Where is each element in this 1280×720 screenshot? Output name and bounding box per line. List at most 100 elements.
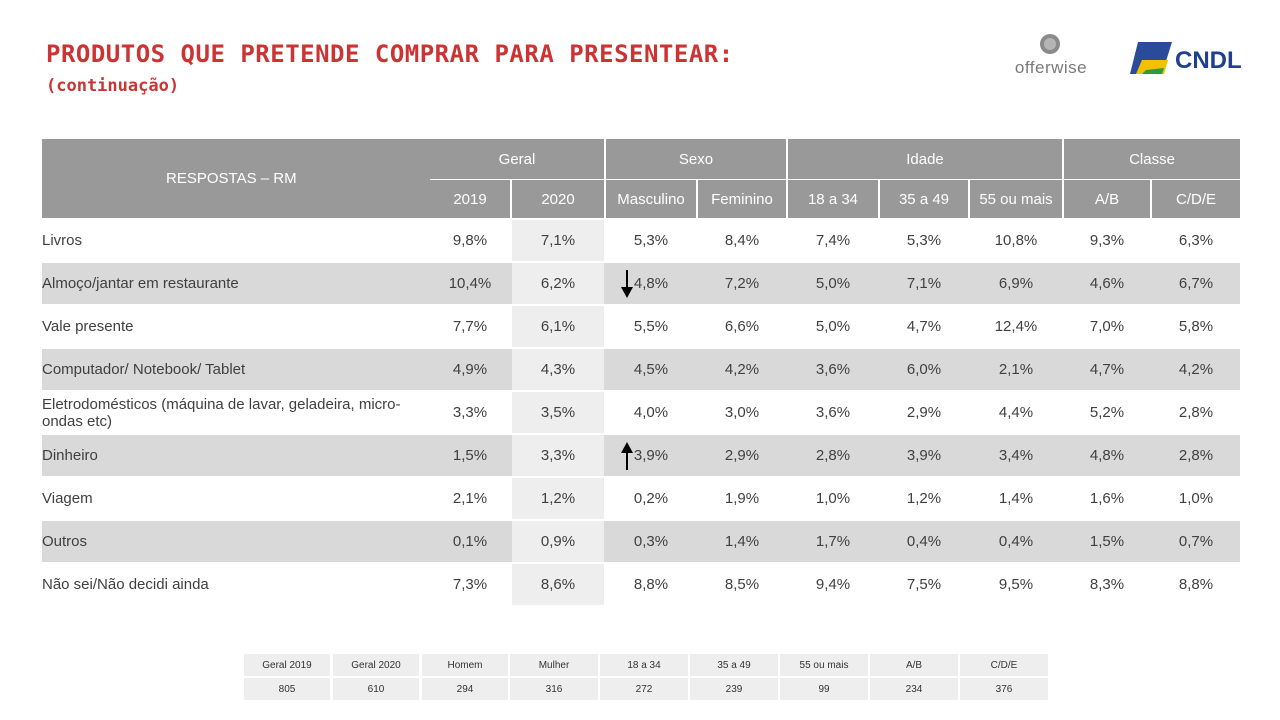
value-cell: 4,8% bbox=[633, 275, 669, 292]
value-cell: 0,4% bbox=[906, 533, 942, 550]
value-cell: 9,5% bbox=[998, 576, 1034, 593]
value-cell: 6,3% bbox=[1178, 232, 1214, 249]
value-cell: 9,4% bbox=[815, 576, 851, 593]
value-cell: 0,3% bbox=[633, 533, 669, 550]
base-value-cell: 805 bbox=[244, 678, 330, 700]
row-shade bbox=[42, 521, 1240, 562]
table-row: Computador/ Notebook/ Tablet 4,9% 4,3% 4,5%… bbox=[42, 349, 1240, 390]
arrow-down-icon bbox=[621, 270, 633, 298]
base-header-cell: A/B bbox=[870, 654, 958, 676]
col-header-18-34: 18 a 34 bbox=[788, 180, 878, 218]
row-label: Computador/ Notebook/ Tablet bbox=[42, 361, 246, 378]
value-cell: 7,0% bbox=[1089, 318, 1125, 335]
value-cell: 4,9% bbox=[452, 361, 488, 378]
results-table: RESPOSTAS – RM Geral Sexo Idade Classe 2… bbox=[42, 139, 1240, 605]
value-cell: 1,6% bbox=[1089, 490, 1125, 507]
value-cell: 5,5% bbox=[633, 318, 669, 335]
table-row: Eletrodomésticos (máquina de lavar, gela… bbox=[42, 392, 1240, 433]
offerwise-logo: offerwise bbox=[1015, 34, 1087, 77]
col-2020-highlight bbox=[512, 306, 604, 347]
value-cell: 3,3% bbox=[540, 447, 576, 464]
corner-header: RESPOSTAS – RM bbox=[42, 139, 430, 218]
base-header-cell: Geral 2019 bbox=[244, 654, 330, 676]
row-label: Não sei/Não decidi ainda bbox=[42, 576, 209, 593]
base-header-cell: 55 ou mais bbox=[780, 654, 868, 676]
value-cell: 8,8% bbox=[1178, 576, 1214, 593]
base-header-cell: Homem bbox=[422, 654, 508, 676]
group-header-classe: Classe bbox=[1064, 139, 1240, 179]
value-cell: 7,4% bbox=[815, 232, 851, 249]
value-cell: 6,6% bbox=[724, 318, 760, 335]
base-header-cell: Geral 2020 bbox=[333, 654, 419, 676]
col-header-cde: C/D/E bbox=[1152, 180, 1240, 218]
value-cell: 9,8% bbox=[452, 232, 488, 249]
col-2020-highlight bbox=[512, 392, 604, 433]
col-2020-highlight bbox=[512, 521, 604, 562]
value-cell: 4,0% bbox=[633, 404, 669, 421]
value-cell: 1,5% bbox=[452, 447, 488, 464]
group-header-sexo: Sexo bbox=[606, 139, 786, 179]
value-cell: 4,3% bbox=[540, 361, 576, 378]
value-cell: 2,8% bbox=[815, 447, 851, 464]
col-header-55-mais: 55 ou mais bbox=[970, 180, 1062, 218]
col-header-feminino: Feminino bbox=[698, 180, 786, 218]
value-cell: 3,5% bbox=[540, 404, 576, 421]
table-row: Vale presente 7,7% 6,1% 5,5% 6,6% 5,0% 4,7% 12,… bbox=[42, 306, 1240, 347]
col-header-masculino: Masculino bbox=[606, 180, 696, 218]
value-cell: 4,6% bbox=[1089, 275, 1125, 292]
value-cell: 7,1% bbox=[540, 232, 576, 249]
value-cell: 6,2% bbox=[540, 275, 576, 292]
base-header-cell: C/D/E bbox=[960, 654, 1048, 676]
value-cell: 1,2% bbox=[540, 490, 576, 507]
value-cell: 8,5% bbox=[724, 576, 760, 593]
value-cell: 1,4% bbox=[998, 490, 1034, 507]
cndl-logo-text: CNDL bbox=[1175, 47, 1242, 74]
row-label: Almoço/jantar em restaurante bbox=[42, 275, 239, 292]
col-header-2019: 2019 bbox=[430, 180, 510, 218]
value-cell: 3,4% bbox=[998, 447, 1034, 464]
value-cell: 6,1% bbox=[540, 318, 576, 335]
value-cell: 1,0% bbox=[815, 490, 851, 507]
table-row: Não sei/Não decidi ainda 7,3% 8,6% 8,8% 8,5%… bbox=[42, 564, 1240, 605]
col-header-ab: A/B bbox=[1064, 180, 1150, 218]
base-value-cell: 610 bbox=[333, 678, 419, 700]
value-cell: 3,6% bbox=[815, 404, 851, 421]
value-cell: 8,4% bbox=[724, 232, 760, 249]
row-shade bbox=[42, 435, 1240, 476]
value-cell: 7,3% bbox=[452, 576, 488, 593]
base-header-cell: Mulher bbox=[510, 654, 598, 676]
value-cell: 4,8% bbox=[1089, 447, 1125, 464]
value-cell: 8,3% bbox=[1089, 576, 1125, 593]
row-label: Outros bbox=[42, 533, 88, 550]
sample-base-table: Geral 2019 Geral 2020 Homem Mulher 18 a 34 35… bbox=[244, 654, 1064, 700]
base-value-cell: 234 bbox=[870, 678, 958, 700]
value-cell: 5,3% bbox=[633, 232, 669, 249]
value-cell: 4,2% bbox=[724, 361, 760, 378]
value-cell: 8,6% bbox=[540, 576, 576, 593]
value-cell: 5,0% bbox=[815, 275, 851, 292]
base-value-cell: 239 bbox=[690, 678, 778, 700]
value-cell: 1,0% bbox=[1178, 490, 1214, 507]
value-cell: 8,8% bbox=[633, 576, 669, 593]
value-cell: 0,4% bbox=[998, 533, 1034, 550]
base-value-cell: 316 bbox=[510, 678, 598, 700]
base-value-cell: 99 bbox=[780, 678, 868, 700]
col-header-2020: 2020 bbox=[512, 180, 604, 218]
table-row: Viagem 2,1% 1,2% 0,2% 1,9% 1,0% 1,2% 1,4% 1,6% 1,… bbox=[42, 478, 1240, 519]
value-cell: 12,4% bbox=[994, 318, 1038, 335]
value-cell: 0,2% bbox=[633, 490, 669, 507]
base-value-cell: 376 bbox=[960, 678, 1048, 700]
table-row: Outros 0,1% 0,9% 0,3% 1,4% 1,7% 0,4% 0,4% 1,5% 0,… bbox=[42, 521, 1240, 562]
col-2020-highlight bbox=[512, 349, 604, 390]
col-2020-highlight bbox=[512, 478, 604, 519]
col-2020-highlight bbox=[512, 435, 604, 476]
col-2020-highlight bbox=[512, 564, 604, 605]
base-value-cell: 272 bbox=[600, 678, 688, 700]
base-header-cell: 35 a 49 bbox=[690, 654, 778, 676]
col-2020-highlight bbox=[512, 220, 604, 261]
cndl-logo: CNDL bbox=[1130, 42, 1242, 74]
value-cell: 5,3% bbox=[906, 232, 942, 249]
value-cell: 2,8% bbox=[1178, 447, 1214, 464]
value-cell: 7,1% bbox=[906, 275, 942, 292]
value-cell: 6,0% bbox=[906, 361, 942, 378]
